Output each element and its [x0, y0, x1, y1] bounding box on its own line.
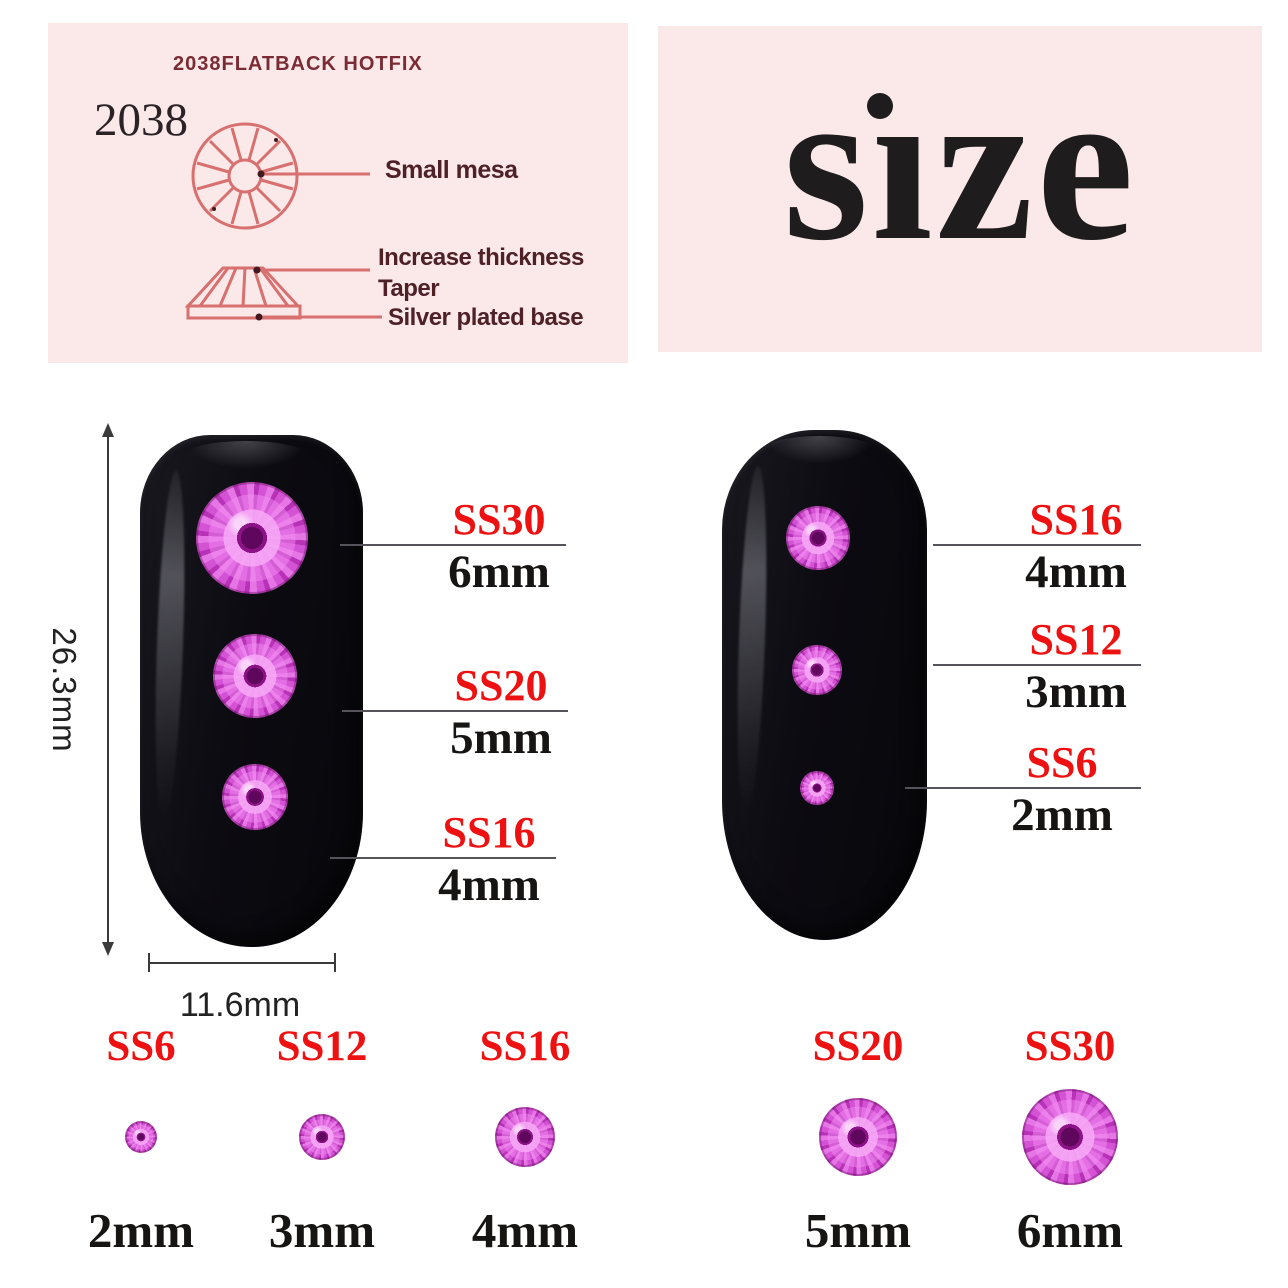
- width-dimension-line: [150, 962, 336, 964]
- mm-value: 2mm: [1011, 789, 1113, 841]
- size-title-panel: sıze: [658, 26, 1262, 352]
- ss-code: SS30: [452, 495, 546, 544]
- arrow-up-icon: [102, 423, 114, 437]
- stone-diagram: [184, 122, 382, 321]
- nail-left: [140, 435, 363, 947]
- size-chart-column-ss6: SS6 2mm: [31, 1020, 251, 1255]
- ss-code: SS12: [276, 1023, 368, 1070]
- nail-right: [722, 430, 927, 940]
- ss-code: SS12: [1029, 615, 1123, 664]
- gem-ss16: [222, 764, 288, 830]
- leader-line: [933, 544, 1141, 546]
- callout-right-ss12: SS12 3mm: [933, 616, 1141, 716]
- ss-code: SS30: [1024, 1023, 1116, 1070]
- mm-value: 2mm: [87, 1203, 195, 1258]
- gem-ss30: [196, 482, 308, 594]
- ss-code: SS16: [479, 1023, 571, 1070]
- height-dimension-line: [107, 430, 109, 950]
- mm-value: 6mm: [1016, 1203, 1124, 1258]
- nail-width-value: 11.6mm: [179, 986, 301, 1024]
- size-chart-column-ss20: SS20 5mm: [748, 1020, 968, 1255]
- mm-value: 5mm: [804, 1203, 912, 1258]
- gem-ss30: [1022, 1089, 1118, 1185]
- leader-line: [342, 710, 568, 712]
- nail-height-value: 26.3mm: [46, 627, 83, 753]
- arrow-down-icon: [102, 942, 114, 956]
- mesa-anchor-dot: [257, 170, 265, 178]
- model-number: 2038: [94, 94, 188, 146]
- stone-top-view-icon: [191, 122, 370, 230]
- callout-left-ss30: SS30 6mm: [340, 496, 566, 596]
- mm-value: 3mm: [1025, 666, 1127, 718]
- gem-ss6: [125, 1121, 157, 1153]
- thickness-anchor-dot: [253, 266, 261, 274]
- i-dot-icon: [867, 93, 893, 119]
- ss-code: SS6: [106, 1023, 176, 1070]
- ss-code: SS20: [454, 661, 548, 710]
- size-chart-column-ss16: SS16 4mm: [415, 1020, 635, 1255]
- leader-line: [340, 544, 566, 546]
- ss-code: SS16: [1029, 495, 1123, 544]
- label-increase-thickness: Increase thickness: [378, 244, 584, 271]
- mm-value: 4mm: [471, 1203, 579, 1258]
- leader-line: [905, 787, 1141, 789]
- gem-ss16: [786, 506, 850, 570]
- mm-value: 4mm: [438, 859, 540, 911]
- size-title: sıze: [782, 42, 1138, 286]
- leader-line: [330, 857, 556, 859]
- ss-code: SS20: [812, 1023, 904, 1070]
- mm-value: 4mm: [1025, 546, 1127, 598]
- gem-ss20: [213, 634, 297, 718]
- ss-code: SS16: [442, 808, 536, 857]
- base-anchor-dot: [255, 313, 263, 321]
- callout-left-ss16: SS16 4mm: [330, 809, 556, 909]
- callout-left-ss20: SS20 5mm: [342, 662, 568, 762]
- mm-value: 3mm: [268, 1203, 376, 1258]
- size-chart-column-ss12: SS12 3mm: [212, 1020, 432, 1255]
- gem-ss12: [792, 645, 842, 695]
- callout-right-ss16: SS16 4mm: [933, 496, 1141, 596]
- gem-ss12: [299, 1114, 345, 1160]
- label-silver-plated-base: Silver plated base: [388, 304, 584, 331]
- gem-ss16: [495, 1107, 555, 1167]
- gem-ss6: [800, 771, 834, 805]
- spec-header: 2038FLATBACK HOTFIX: [173, 53, 423, 75]
- mm-value: 6mm: [448, 546, 550, 598]
- size-chart-column-ss30: SS30 6mm: [960, 1020, 1180, 1255]
- mm-value: 5mm: [450, 712, 552, 764]
- width-dimension-tick: [148, 953, 150, 972]
- gem-ss20: [819, 1098, 897, 1176]
- stone-side-view-icon: [184, 266, 382, 320]
- spec-panel: 2038FLATBACK HOTFIX 2038 Small mesa Incr…: [48, 23, 628, 363]
- label-small-mesa: Small mesa: [385, 156, 518, 184]
- ss-code: SS6: [1026, 738, 1098, 787]
- callout-right-ss6: SS6 2mm: [905, 739, 1141, 839]
- label-taper: Taper: [378, 275, 440, 302]
- leader-line: [933, 664, 1141, 666]
